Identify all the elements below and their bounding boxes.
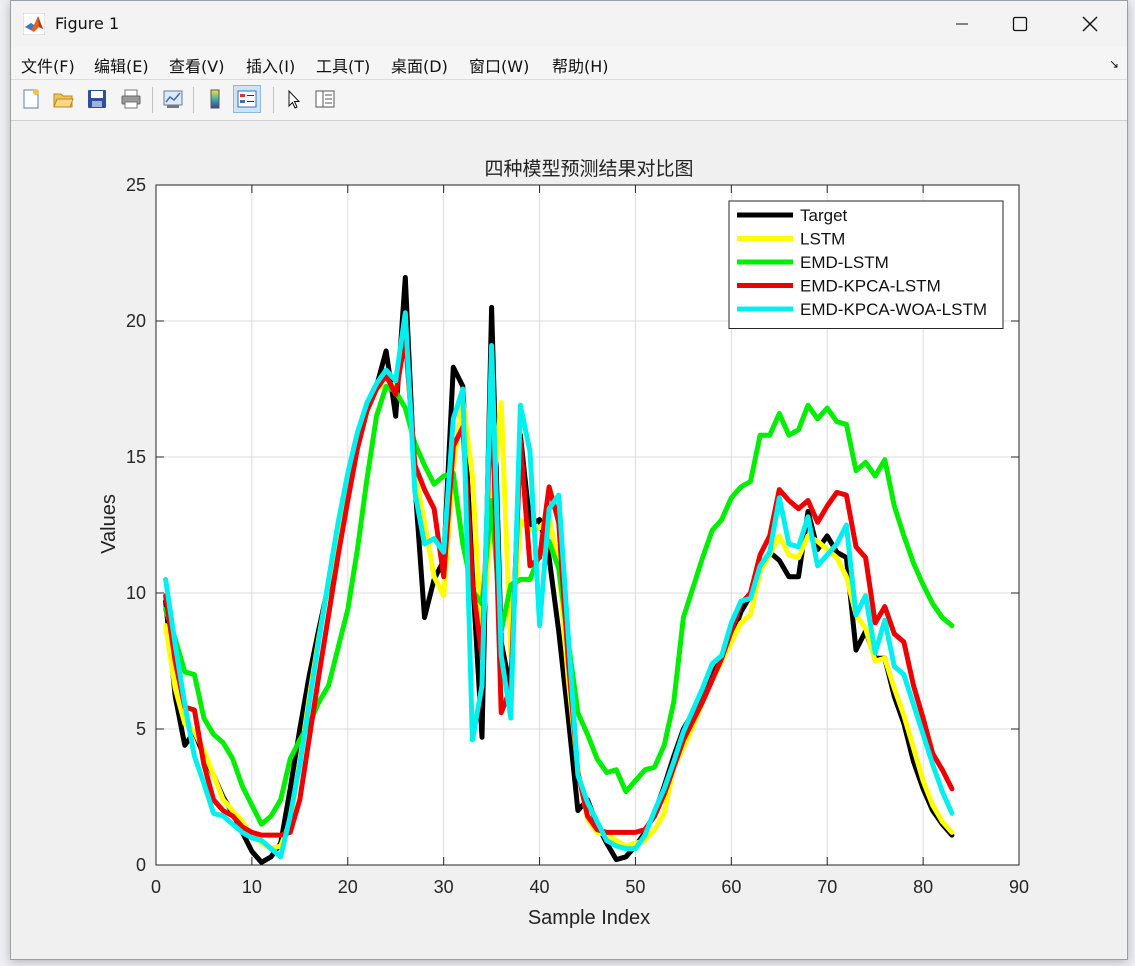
menu-file[interactable]: 文件(F) [21, 57, 75, 76]
menu-desktop[interactable]: 桌面(D) [391, 57, 448, 76]
link-plot-button[interactable] [159, 85, 187, 113]
line-chart[interactable]: 四种模型预测结果对比图 Sample Index Values 0 10 20 30 4… [11, 121, 1127, 957]
y-tick-label: 10 [126, 583, 146, 603]
menu-view[interactable]: 查看(V) [169, 57, 225, 76]
axes-frame [155, 184, 1020, 866]
pointer-button[interactable] [279, 85, 307, 113]
legend-label: EMD-LSTM [800, 253, 889, 272]
new-figure-icon [23, 89, 39, 109]
menu-bar: 文件(F) 编辑(E) 查看(V) 插入(I) 工具(T) 桌面(D) 窗口(W… [11, 47, 1127, 80]
menu-tools[interactable]: 工具(T) [316, 57, 371, 76]
maximize-button[interactable] [987, 1, 1053, 47]
y-tick-label: 0 [136, 855, 146, 875]
legend-icon [237, 90, 257, 108]
colorbar-button[interactable] [201, 85, 229, 113]
print-button[interactable] [117, 85, 145, 113]
menu-window[interactable]: 窗口(W) [469, 57, 530, 76]
save-button[interactable] [83, 85, 111, 113]
menu-edit[interactable]: 编辑(E) [94, 57, 149, 76]
x-tick-label: 20 [338, 877, 358, 897]
figure-window: Figure 1 文件(F) 编辑(E) 查看(V) 插入(I) 工具(T) 桌… [10, 0, 1128, 960]
title-bar[interactable]: Figure 1 [11, 1, 1127, 47]
menu-help[interactable]: 帮助(H) [552, 57, 609, 76]
link-plot-icon [163, 90, 183, 108]
colorbar-icon [210, 89, 220, 109]
matlab-logo-icon [22, 12, 46, 36]
print-icon [121, 89, 141, 109]
dock-arrow-icon[interactable]: ↘ [1108, 57, 1119, 71]
y-tick-label: 20 [126, 311, 146, 331]
property-inspector-icon [315, 90, 335, 108]
figure-toolbar [11, 80, 1127, 121]
close-icon [1082, 16, 1098, 32]
x-tick-label: 0 [151, 877, 161, 897]
x-tick-label: 60 [721, 877, 741, 897]
pointer-icon [288, 89, 301, 109]
figure-canvas: 四种模型预测结果对比图 Sample Index Values 0 10 20 30 4… [11, 121, 1127, 957]
x-tick-label: 80 [913, 877, 933, 897]
x-tick-label: 90 [1009, 877, 1029, 897]
legend-button[interactable] [233, 85, 261, 113]
open-folder-icon [53, 93, 74, 108]
y-tick-label: 5 [136, 719, 146, 739]
menu-insert[interactable]: 插入(I) [246, 57, 296, 76]
x-tick-label: 30 [434, 877, 454, 897]
minimize-button[interactable] [929, 1, 995, 47]
toolbar-separator [152, 87, 153, 113]
x-axis-label: Sample Index [528, 907, 650, 929]
x-tick-label: 10 [242, 877, 262, 897]
maximize-icon [1012, 16, 1028, 32]
x-tick-label: 70 [817, 877, 837, 897]
y-axis-label: Values [98, 494, 120, 554]
toolbar-separator [273, 87, 274, 113]
new-figure-button[interactable] [17, 85, 45, 113]
y-tick-label: 15 [126, 447, 146, 467]
x-tick-label: 40 [530, 877, 550, 897]
open-button[interactable] [49, 85, 77, 113]
legend-label: Target [800, 206, 848, 225]
legend-label: EMD-KPCA-LSTM [800, 277, 941, 296]
property-inspector-button[interactable] [311, 85, 339, 113]
series-line-emd-kpca-woa-lstm[interactable] [163, 310, 955, 860]
window-title: Figure 1 [55, 14, 120, 33]
toolbar-separator [193, 87, 194, 113]
legend-label: EMD-KPCA-WOA-LSTM [800, 300, 987, 319]
y-tick-label: 25 [126, 175, 146, 195]
close-button[interactable] [1057, 1, 1123, 47]
save-icon [88, 90, 106, 108]
series-line-emd-lstm[interactable] [163, 383, 955, 827]
minimize-icon [956, 23, 968, 25]
chart-title: 四种模型预测结果对比图 [484, 158, 693, 180]
x-tick-label: 50 [625, 877, 645, 897]
legend-label: LSTM [800, 230, 845, 249]
